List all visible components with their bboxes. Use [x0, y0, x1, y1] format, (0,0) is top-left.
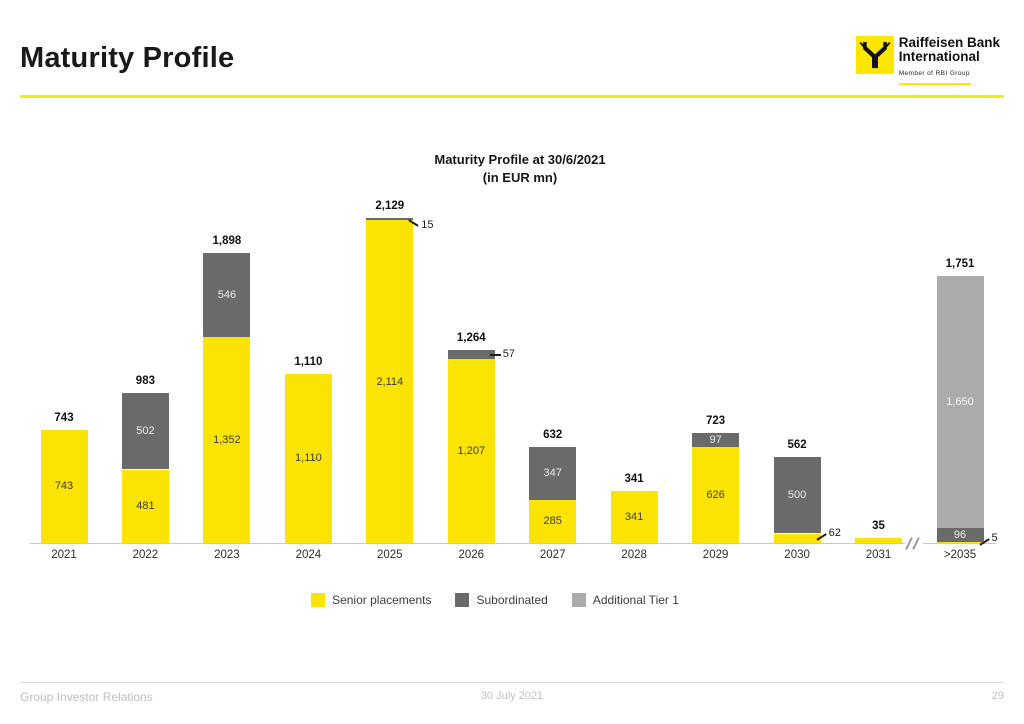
bar-segment-2022	[121, 469, 169, 543]
footer-date: 30 July 2021	[480, 690, 544, 702]
segment-value-label: 347	[543, 467, 562, 479]
x-axis-tick-label: 2028	[621, 549, 647, 561]
segment-value-label: 546	[217, 288, 237, 301]
segment-value-label: 2,114	[376, 375, 404, 388]
legend-swatch-icon	[311, 593, 326, 607]
callout-value-label: 57	[502, 348, 516, 361]
rbi-logo: Raiffeisen Bank International Member of …	[855, 35, 1000, 85]
bar-total-label: 1,898	[212, 235, 242, 248]
logo-tagline: Member of RBI Group	[898, 70, 970, 77]
callout-value-label: 15	[421, 219, 434, 232]
rbi-logo-text: Raiffeisen Bank International Member of …	[898, 35, 1000, 85]
axis-break	[905, 535, 923, 552]
bar-segment-2022	[121, 392, 169, 470]
bar-segment->2035	[936, 527, 984, 543]
legend-label: Senior placements	[332, 593, 432, 607]
segment-value-label: 1,650	[946, 395, 974, 408]
title-underline-rule	[20, 95, 1004, 98]
x-axis-line	[30, 543, 996, 544]
legend-swatch-icon	[455, 593, 470, 607]
x-axis-tick-label: 2026	[458, 549, 485, 561]
axis-break-slash	[912, 537, 920, 550]
segment-value-label: 500	[787, 489, 807, 502]
bar-total-label: 632	[543, 428, 563, 441]
segment-value-label: 97	[709, 433, 722, 446]
chart-subtitle: (in EUR mn)	[482, 170, 558, 185]
x-axis-tick-label: 2021	[51, 549, 77, 561]
segment-value-label: 341	[624, 510, 644, 523]
bar-total-label: 983	[135, 374, 155, 387]
x-axis-tick-label: >2035	[943, 549, 977, 561]
segment-value-label: 481	[136, 500, 155, 513]
bar-total-label: 1,264	[456, 332, 486, 344]
x-axis-tick-label: 2031	[865, 549, 892, 561]
bar-total-label: 1,751	[945, 257, 975, 270]
legend-swatch-icon	[571, 593, 586, 607]
legend-label: Subordinated	[476, 593, 548, 607]
callout-line	[489, 354, 501, 356]
bar-total-label: 35	[872, 519, 885, 532]
bar-segment-2031	[855, 537, 902, 543]
chart-title: Maturity Profile at 30/6/2021	[434, 152, 606, 167]
footer-rule	[20, 682, 1004, 683]
bar-segment->2035	[936, 542, 984, 544]
bar-total-label: 1,110	[294, 355, 323, 368]
bar-segment-2024	[284, 373, 332, 543]
segment-value-label: 96	[953, 528, 967, 541]
bar-segment-2025	[366, 218, 414, 221]
bar-total-label: 562	[787, 439, 807, 452]
x-axis-tick-label: 2027	[539, 549, 566, 561]
segment-value-label: 502	[136, 425, 155, 438]
bar-total-label: 743	[54, 411, 74, 424]
bar-segment-2025	[366, 220, 414, 543]
bar-segment-2029	[692, 447, 740, 543]
segment-value-label: 1,352	[213, 433, 241, 446]
bar-total-label: 341	[624, 472, 644, 485]
bar-segment-2028	[610, 490, 658, 543]
logo-line-1: Raiffeisen Bank	[898, 35, 1000, 50]
raiffeisen-gable-cross-icon	[855, 36, 894, 79]
segment-value-label: 285	[543, 515, 562, 528]
bar-segment-2026	[447, 358, 495, 543]
logo-yellow-rule	[898, 83, 971, 85]
segment-value-label: 1,110	[295, 452, 322, 465]
bar-total-label: 723	[706, 414, 726, 427]
bar-total-label: 2,129	[375, 200, 405, 212]
logo-line-2: International	[898, 49, 980, 64]
segment-value-label: 626	[706, 489, 725, 502]
footer-page-number: 29	[991, 690, 1004, 702]
bar-segment-2027	[529, 446, 577, 500]
x-axis-tick-label: 2029	[702, 549, 729, 561]
segment-value-label: 743	[54, 480, 74, 493]
bar-segment-2021	[40, 429, 88, 543]
chart-legend: Senior placements Subordinated Additional …	[0, 593, 990, 607]
x-axis-tick-label: 2030	[784, 549, 810, 561]
legend-item: Additional Tier 1	[571, 593, 679, 607]
bar-segment->2035	[936, 275, 984, 528]
legend-label: Additional Tier 1	[592, 593, 679, 607]
bar-segment-2026	[447, 350, 495, 359]
page-title: Maturity Profile	[20, 42, 235, 74]
legend-item: Senior placements	[311, 593, 431, 607]
bar-segment-2030	[773, 457, 821, 534]
x-axis-tick-label: 2024	[295, 549, 322, 561]
callout-value-label: 62	[828, 527, 841, 540]
segment-value-label: 1,207	[457, 444, 486, 457]
bar-segment-2023	[203, 336, 251, 543]
bar-segment-2027	[529, 499, 577, 543]
bar-segment-2029	[692, 432, 740, 448]
x-axis-tick-label: 2023	[214, 549, 240, 561]
bar-segment-2023	[203, 253, 251, 337]
x-axis-tick-label: 2025	[377, 549, 403, 561]
x-axis-tick-label: 2022	[132, 549, 159, 561]
footer-department: Group Investor Relations	[20, 690, 153, 704]
bar-segment-2030	[773, 533, 821, 543]
legend-item: Subordinated	[455, 593, 548, 607]
chart-title-block: Maturity Profile at 30/6/2021 (in EUR mn…	[16, 152, 1024, 185]
callout-value-label: 5	[991, 531, 998, 544]
